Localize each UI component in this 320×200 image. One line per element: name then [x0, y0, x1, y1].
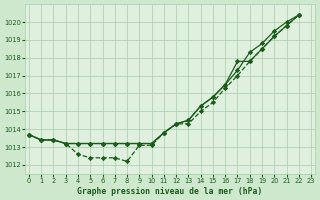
X-axis label: Graphe pression niveau de la mer (hPa): Graphe pression niveau de la mer (hPa)	[77, 187, 263, 196]
